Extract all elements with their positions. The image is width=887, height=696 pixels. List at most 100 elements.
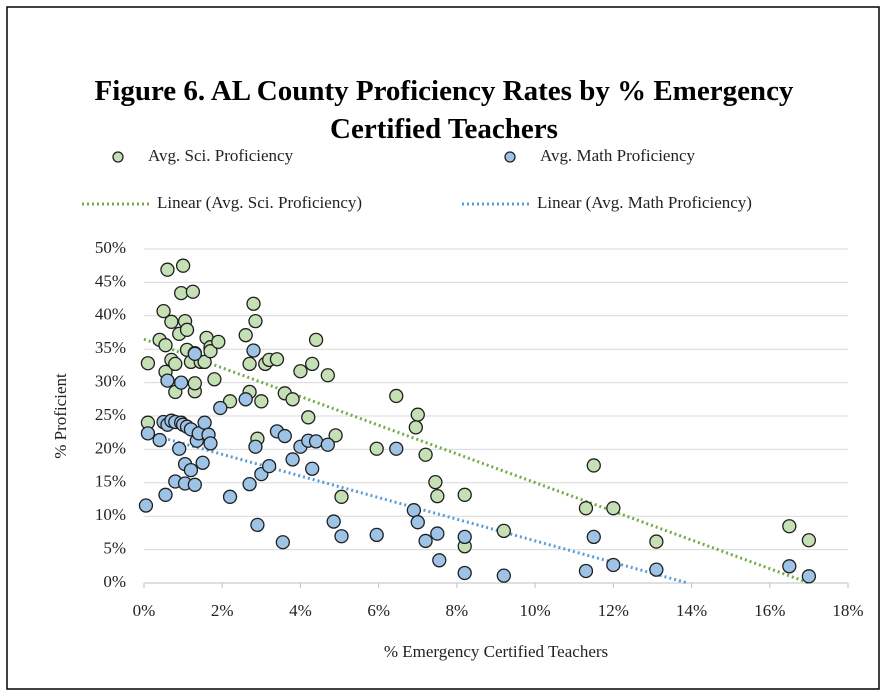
- data-point: [369, 441, 384, 456]
- x-tick-label: 2%: [211, 601, 234, 620]
- data-point: [301, 410, 316, 425]
- data-point: [586, 529, 601, 545]
- data-point: [428, 474, 443, 490]
- x-tick-label: 18%: [832, 601, 863, 620]
- data-point: [183, 462, 199, 478]
- data-point: [578, 563, 594, 579]
- legend-label: Linear (Avg. Sci. Proficiency): [157, 193, 362, 212]
- x-tick-label: 4%: [289, 601, 312, 620]
- data-point: [586, 458, 601, 473]
- data-point: [156, 303, 171, 319]
- x-tick-label: 0%: [133, 601, 156, 620]
- y-tick-label: 30%: [95, 372, 126, 391]
- data-point: [242, 356, 257, 372]
- data-point: [246, 296, 261, 311]
- x-tick-label: 6%: [367, 601, 390, 620]
- data-point: [430, 489, 445, 504]
- data-point: [496, 568, 511, 583]
- data-point: [320, 437, 335, 452]
- y-tick-label: 5%: [103, 539, 126, 558]
- data-point: [578, 501, 594, 516]
- data-point: [649, 562, 664, 577]
- data-point: [275, 535, 290, 550]
- data-point: [389, 388, 404, 404]
- data-point: [410, 407, 425, 422]
- legend-marker: [504, 151, 516, 163]
- data-point: [138, 498, 154, 513]
- data-point: [246, 343, 261, 358]
- data-point: [250, 517, 265, 533]
- y-tick-label: 45%: [95, 271, 126, 290]
- legend-label: Linear (Avg. Math Proficiency): [537, 193, 752, 212]
- data-point: [174, 375, 189, 390]
- data-point: [410, 515, 425, 530]
- data-point: [782, 559, 797, 574]
- data-point: [195, 455, 210, 470]
- legend-label: Avg. Sci. Proficiency: [148, 146, 294, 165]
- data-point: [277, 428, 292, 444]
- data-point: [430, 526, 445, 541]
- data-point: [213, 400, 228, 416]
- x-axis-label: % Emergency Certified Teachers: [384, 642, 608, 661]
- data-point: [222, 489, 238, 504]
- data-point: [328, 428, 343, 443]
- y-tick-label: 35%: [95, 338, 126, 357]
- data-point: [334, 489, 349, 504]
- data-point: [187, 346, 202, 362]
- data-point: [140, 426, 156, 441]
- data-point: [203, 436, 218, 451]
- data-point: [334, 529, 349, 544]
- data-point: [457, 529, 472, 545]
- data-point: [457, 487, 472, 502]
- data-point: [432, 553, 447, 568]
- data-point: [649, 534, 664, 549]
- data-point: [140, 356, 156, 371]
- y-tick-label: 25%: [95, 405, 126, 424]
- y-tick-label: 10%: [95, 505, 126, 524]
- data-point: [389, 441, 404, 456]
- data-point: [801, 569, 817, 584]
- legend-label: Avg. Math Proficiency: [540, 146, 696, 165]
- data-point: [211, 334, 226, 350]
- y-tick-label: 0%: [103, 572, 126, 591]
- data-point: [320, 368, 335, 383]
- data-point: [285, 452, 300, 467]
- legend-marker: [112, 151, 124, 163]
- data-point: [238, 392, 253, 407]
- data-point: [262, 458, 277, 474]
- data-point: [152, 432, 167, 448]
- data-point: [158, 487, 173, 502]
- data-point: [185, 284, 201, 299]
- y-tick-label: 15%: [95, 472, 126, 491]
- data-point: [496, 523, 511, 539]
- x-tick-label: 10%: [520, 601, 551, 620]
- data-point: [308, 332, 324, 347]
- data-point: [164, 314, 179, 329]
- data-point: [606, 501, 621, 516]
- data-point: [174, 285, 189, 301]
- data-point: [172, 441, 187, 456]
- data-point: [369, 527, 384, 543]
- data-point: [606, 557, 621, 573]
- data-point: [207, 372, 222, 387]
- data-point: [457, 565, 472, 581]
- data-point: [242, 476, 257, 492]
- data-point: [197, 354, 212, 370]
- data-point: [160, 373, 175, 388]
- data-point: [179, 322, 195, 337]
- data-point: [254, 394, 269, 409]
- y-tick-label: 50%: [95, 238, 126, 257]
- data-point: [408, 420, 423, 435]
- data-point: [305, 461, 320, 476]
- data-point: [285, 392, 300, 407]
- trendline: [143, 431, 689, 585]
- data-point: [248, 439, 263, 454]
- data-point: [238, 328, 253, 343]
- data-point: [801, 533, 817, 548]
- x-tick-label: 8%: [446, 601, 469, 620]
- x-tick-label: 12%: [598, 601, 629, 620]
- x-tick-label: 16%: [754, 601, 785, 620]
- data-point: [175, 258, 191, 273]
